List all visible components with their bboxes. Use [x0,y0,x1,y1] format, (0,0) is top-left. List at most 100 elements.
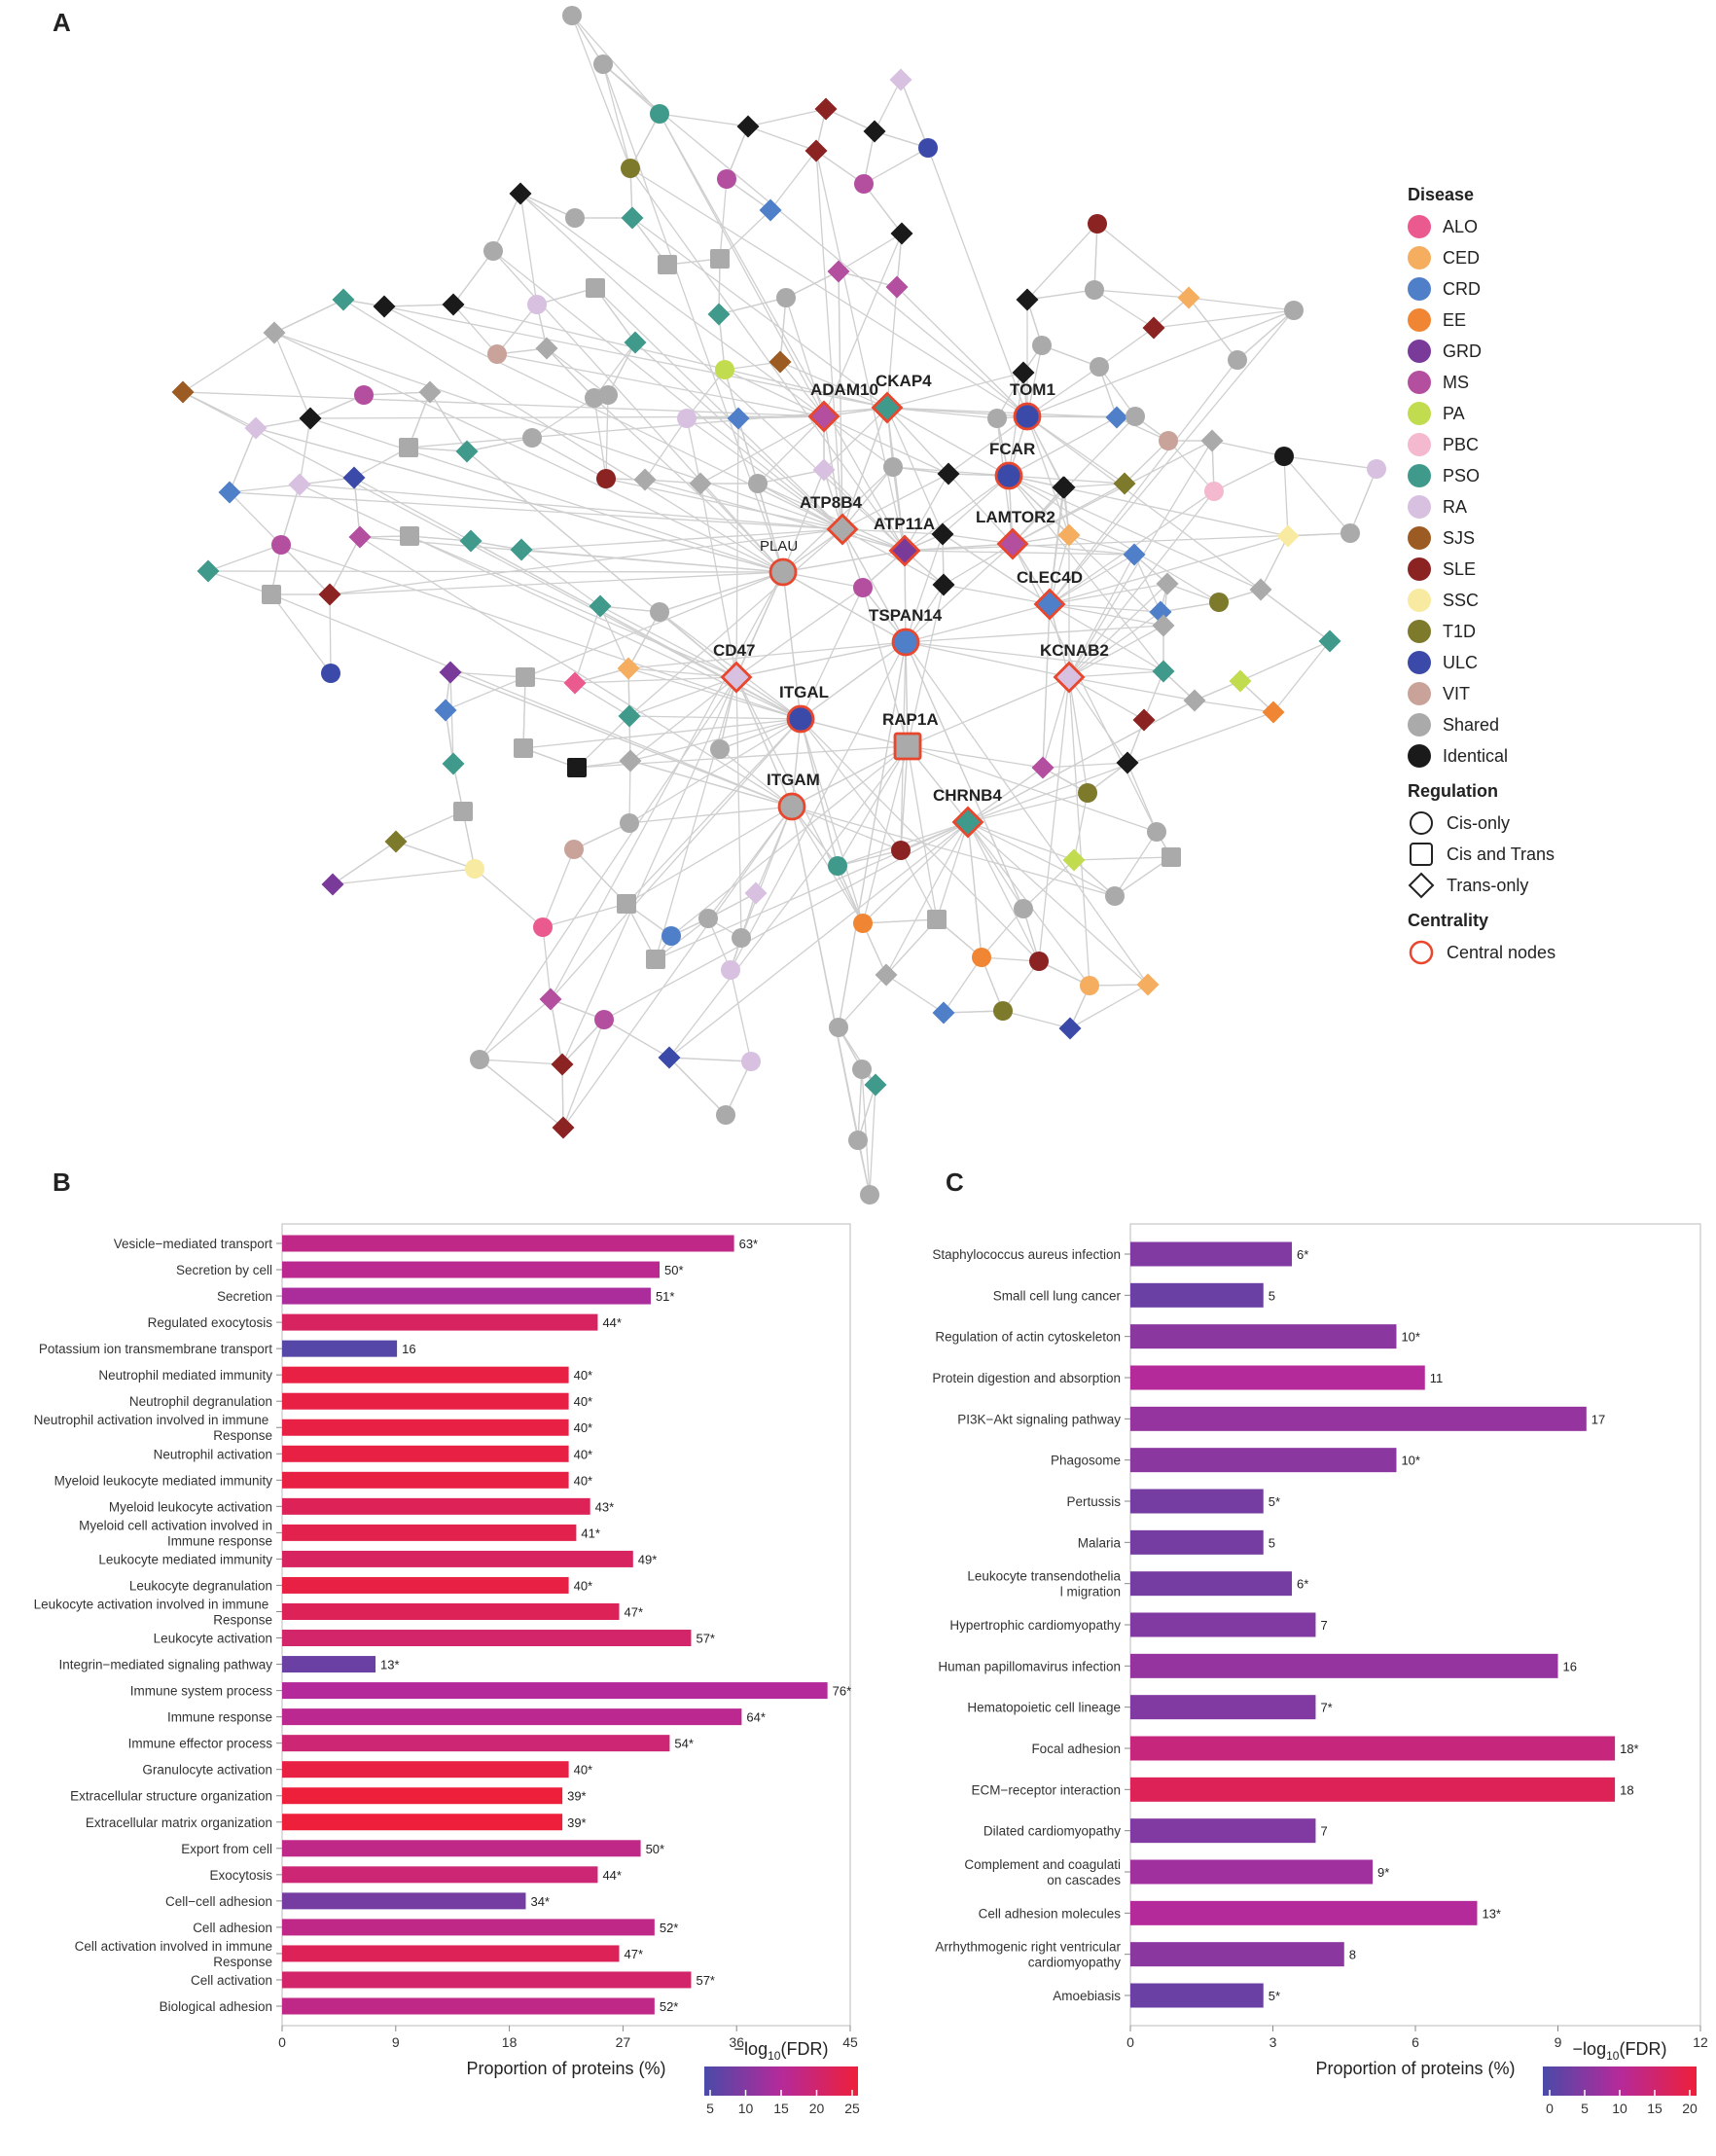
network-edge [605,394,609,480]
network-edge [1049,359,1238,605]
legend-swatch [1408,557,1431,581]
node-t1d [384,830,408,853]
category-label: Myeloid cell activation involved in Immun… [79,1518,272,1548]
network-edge [905,641,909,747]
legend-label: Identical [1443,745,1509,766]
network-edge [904,532,1351,552]
network-edge [1012,543,1135,556]
network-edge [825,108,876,132]
bar-pi3k-akt-signaling-pathway [1130,1406,1587,1431]
legend-swatch [1408,651,1431,674]
network-edge [791,718,802,808]
network-edge [1068,676,1196,701]
node-shared [1183,689,1206,712]
legend-label: PBC [1443,434,1480,454]
x-tick-label: 27 [616,2034,631,2050]
node-shared [658,255,677,274]
network-edge [668,1057,752,1062]
legend-swatch [1408,744,1431,768]
network-edge [686,369,726,419]
network-edge [452,250,494,305]
network-edge [452,304,888,409]
network-edge [659,113,906,552]
bar-value-label: 7 [1320,1824,1327,1839]
node-sle [552,1116,575,1139]
bar-value-label: 40* [574,1368,593,1383]
network-edge [550,998,563,1065]
node-pso [650,104,669,124]
bar-value-label: 57* [696,1632,715,1646]
network-edge [602,63,631,169]
network-edge [936,821,969,920]
central-node-label: CLEC4D [1017,568,1083,587]
node-pso [455,440,479,463]
central-node-kcnab2 [1053,661,1086,694]
network-edge [886,286,898,409]
node-pso [459,529,483,553]
node-pso [442,752,465,775]
network-edge [724,369,825,417]
legend-item-trans-only: Trans-only [1408,870,1699,901]
node-ee [853,914,873,933]
central-node-label: ATP11A [874,515,935,533]
category-label: Neutrophil activation involved in immune… [34,1413,272,1443]
network-edge [905,641,1164,672]
bar-cell-adhesion [282,1919,655,1936]
network-edge [466,437,533,452]
network-edge [735,641,907,678]
network-edge [273,299,344,334]
bar-secretion-by-cell [282,1261,661,1278]
network-edge [927,147,1028,417]
network-edge [470,540,802,720]
network-edge [629,676,737,762]
bar-leukocyte-degranulation [282,1576,569,1594]
node-ulc [918,138,938,158]
network-edge [659,611,737,678]
node-crd [661,926,681,946]
legend-item-cis-and-trans: Cis and Trans [1408,839,1699,870]
legend-swatch [1408,340,1431,363]
legend-item-ulc: ULC [1408,647,1699,678]
node-identical [299,407,322,430]
bar-neutrophil-mediated-immunity [282,1366,569,1383]
network-edge [779,361,888,409]
node-alo [563,671,587,695]
network-edge [668,745,909,1059]
colorbar-title-prefix: −log [1573,2039,1607,2059]
network-edge [1049,486,1065,605]
network-edge [602,63,1028,417]
central-node-label: FCAR [989,440,1035,458]
bar-value-label: 52* [660,1921,679,1935]
bar-value-label: 52* [660,1999,679,2014]
category-label: Potassium ion transmembrane transport [39,1342,272,1356]
network-edge [603,1019,670,1059]
category-label: Leukocyte activation involved in immune … [34,1597,272,1627]
network-edge [699,483,737,678]
bar-value-label: 41* [581,1526,600,1540]
network-edge [719,178,728,260]
network-edge [699,415,825,485]
bar-value-label: 5 [1269,1288,1275,1303]
bar-exocytosis [282,1866,598,1884]
network-edge [1026,223,1098,301]
node-ra [527,295,547,314]
network-edge [874,79,902,132]
network-edge [229,484,301,493]
network-edge [800,641,907,720]
node-t1d [621,159,640,178]
node-pso [589,594,612,618]
bar-myeloid-cell-activation-involved-in-immune-response [282,1524,577,1541]
colorbar-title-suffix: (FDR) [780,2039,828,2059]
network-edge [599,605,629,669]
category-label: Neutrophil degranulation [129,1394,272,1409]
node-pso [332,288,355,311]
node-shared [262,585,281,604]
network-edge [1068,625,1164,678]
network-edge [869,1084,876,1196]
network-edge [967,821,1075,861]
node-shared [698,909,718,928]
network-edge [629,760,793,808]
category-label: Vesicle−mediated transport [114,1237,272,1251]
bar-value-label: 76* [833,1684,852,1699]
